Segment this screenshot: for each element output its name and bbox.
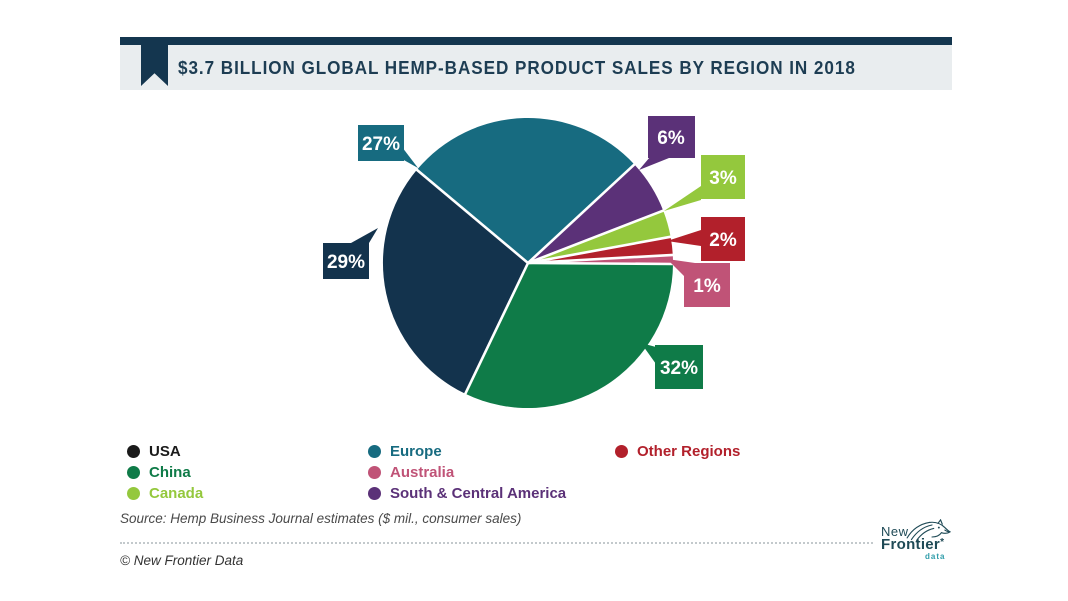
callout-box [701,155,745,199]
callout-box [323,243,369,279]
pie-slice-separator [463,262,530,395]
pie-slice-china [465,263,673,409]
pie-callout-europe: 27% [358,125,418,168]
pie-callout-label: 32% [660,358,698,379]
logo-trademark: * [940,537,945,548]
pie-callout-label: 3% [709,168,737,189]
pie-callout-china: 32% [641,343,703,389]
legend-item-china: China [127,462,203,483]
legend-dot-icon [368,487,381,500]
callout-tail [664,186,701,211]
source-note: Source: Hemp Business Journal estimates … [120,511,522,526]
callout-box [684,263,730,307]
legend-item-usa: USA [127,441,203,462]
legend-column-1: USA China Canada [127,441,203,504]
legend-item-europe: Europe [368,441,566,462]
legend-label: South & Central America [390,485,567,502]
logo-word-frontier: Frontier* [881,536,944,553]
pie-callout-label: 27% [362,134,400,155]
pie-callout-other-regions: 2% [667,217,745,261]
legend-label: Australia [390,464,455,481]
legend-label: USA [149,443,181,460]
pie-callout-label: 6% [657,128,685,149]
logo-frontier-text: Frontier [881,536,941,553]
legend-item-other-regions: Other Regions [615,441,740,462]
chart-title: $3.7 BILLION GLOBAL HEMP-BASED PRODUCT S… [178,58,856,78]
legend-dot-icon [615,445,628,458]
pie-slice-separator [527,235,672,265]
separator-line [120,542,873,544]
pie-callout-label: 2% [709,230,737,251]
pie-slice-separator [527,163,636,264]
copyright-note: © New Frontier Data [120,553,244,568]
legend-column-3: Other Regions [615,441,740,462]
legend-dot-icon [127,487,140,500]
pie-slice-europe [416,117,635,263]
pie-slice-separator [527,209,665,265]
legend-dot-icon [127,445,140,458]
pie-callout-label: 1% [693,276,721,297]
logo-word-new: New [881,524,909,539]
callout-box [358,125,404,161]
callout-tail [639,157,669,170]
callout-box [648,116,695,158]
legend-label: Other Regions [637,443,741,460]
legend-dot-icon [368,466,381,479]
pie-callout-canada: 3% [664,155,745,211]
pie-slice-separator [527,261,674,266]
legend-item-canada: Canada [127,483,203,504]
pie-callout-australia: 1% [667,259,730,307]
legend-label: Europe [390,443,442,460]
brand-logo: New Frontier* data [878,519,970,567]
pie-callout-usa: 29% [323,228,378,279]
header-accent-bar [120,37,952,45]
horse-icon [906,519,952,541]
callout-tail [351,228,378,243]
pie-slice-south-central-america [528,164,664,263]
pie-callout-label: 29% [327,252,365,273]
legend-item-australia: Australia [368,462,566,483]
callout-tail [667,230,701,246]
legend-item-south-central-america: South & Central America [368,483,566,504]
callout-box [701,217,745,261]
legend-label: Canada [149,485,204,502]
pie-slice-separator [527,253,674,265]
callout-box [655,345,703,389]
legend-column-2: Europe Australia South & Central America [368,441,566,504]
callout-tail [641,343,656,364]
legend-dot-icon [368,445,381,458]
callout-tail [402,147,418,168]
pie-slice-separator [415,168,529,264]
logo-word-data: data [925,552,946,561]
legend-dot-icon [127,466,140,479]
pie-callout-south-central-america: 6% [639,116,695,170]
legend-label: China [149,464,191,481]
title-band [120,45,952,90]
